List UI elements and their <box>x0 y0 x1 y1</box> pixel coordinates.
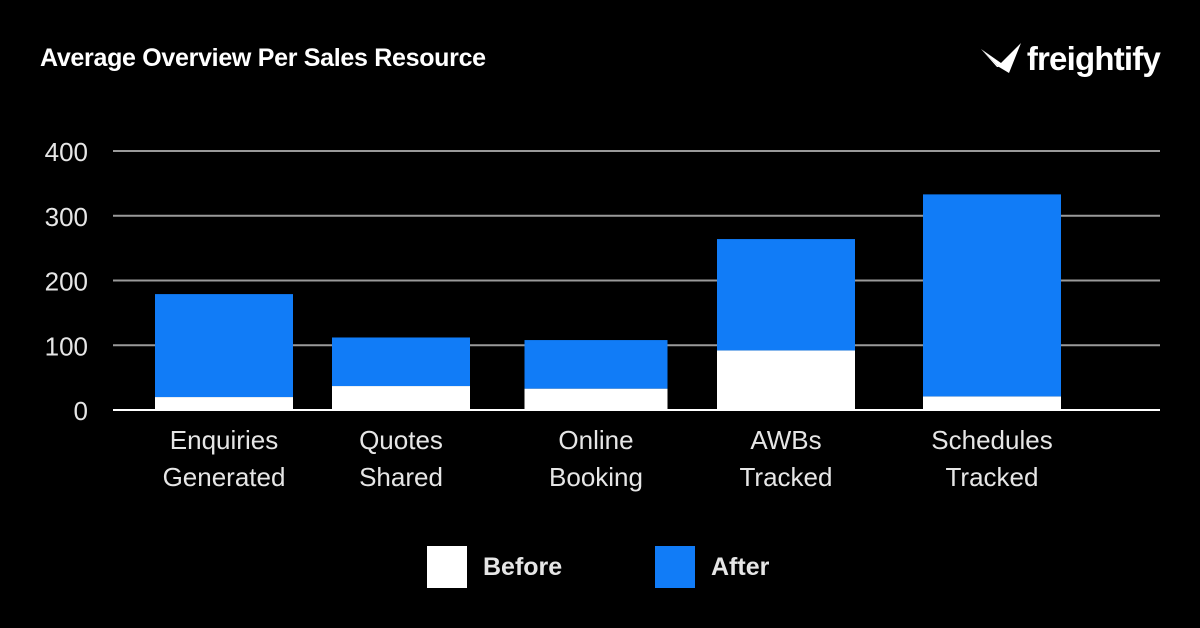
legend-swatch-before <box>427 546 467 588</box>
x-tick-label-3-0: AWBs <box>750 425 821 455</box>
bar-after-3 <box>717 239 855 351</box>
legend-item-before: Before <box>427 546 562 588</box>
x-tick-label-1-0: Quotes <box>359 425 443 455</box>
x-tick-label-1-1: Shared <box>359 462 443 492</box>
freightify-logo-icon <box>980 43 1021 73</box>
bar-after-1 <box>332 337 470 387</box>
brand-name: freightify <box>1026 39 1161 77</box>
x-tick-label-2-0: Online <box>558 425 633 455</box>
y-tick-label-300: 300 <box>45 202 88 232</box>
bar-before-0 <box>155 397 293 410</box>
legend-swatch-after <box>655 546 695 588</box>
bar-before-1 <box>332 386 470 410</box>
chart-title: Average Overview Per Sales Resource <box>40 44 486 72</box>
y-tick-label-100: 100 <box>45 331 88 361</box>
y-tick-label-200: 200 <box>45 267 88 297</box>
bar-after-0 <box>155 294 293 398</box>
bar-before-4 <box>923 396 1061 410</box>
bar-before-2 <box>524 388 668 410</box>
x-tick-label-0-0: Enquiries <box>170 425 278 455</box>
legend-label-after: After <box>711 552 770 581</box>
bar-before-3 <box>717 350 855 410</box>
x-tick-label-2-1: Booking <box>549 462 643 492</box>
x-tick-label-4-1: Tracked <box>946 462 1039 492</box>
legend-item-after: After <box>655 546 769 588</box>
bar-after-2 <box>524 340 668 389</box>
legend-label-before: Before <box>483 552 563 581</box>
brand-logo: freightify <box>979 36 1161 80</box>
y-tick-label-0: 0 <box>74 396 88 426</box>
y-tick-label-400: 400 <box>45 137 88 167</box>
x-tick-label-3-1: Tracked <box>740 462 833 492</box>
chart-legend: Before After <box>0 546 1200 588</box>
bar-after-4 <box>923 194 1061 397</box>
stacked-bar-chart: 0 100 200 300 400 Enquiries Generated Quotes Sha… <box>45 137 1160 492</box>
x-tick-label-4-0: Schedules <box>931 425 1052 455</box>
x-tick-label-0-1: Generated <box>163 462 286 492</box>
